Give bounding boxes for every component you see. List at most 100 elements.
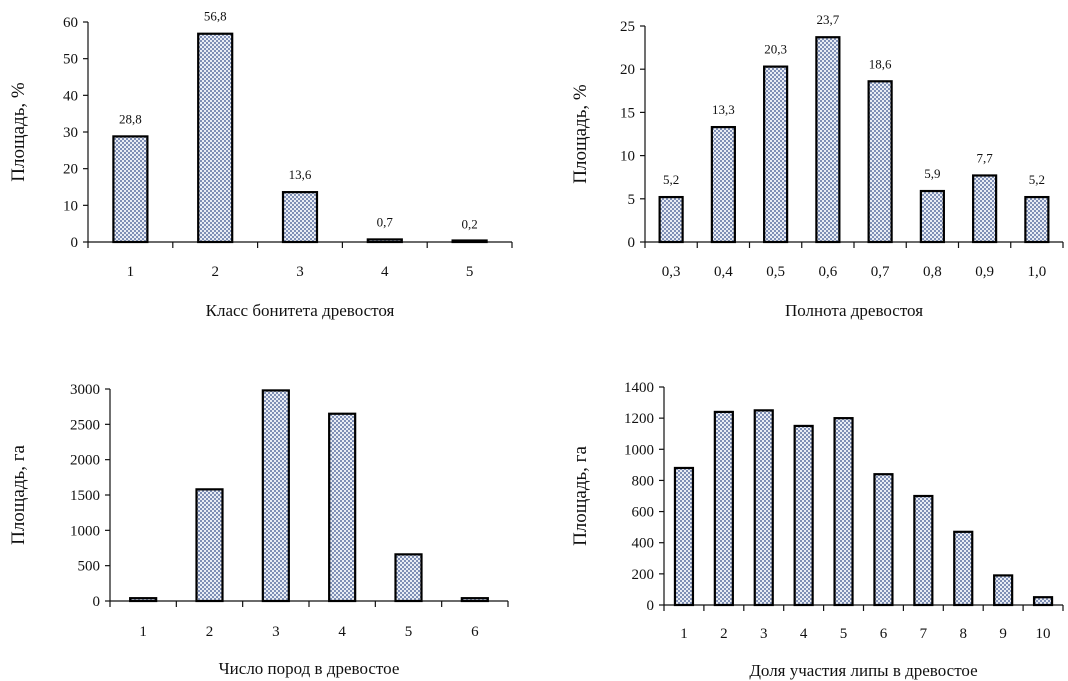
y-tick-label: 1000	[624, 442, 654, 458]
x-tick-label: 0,3	[662, 264, 681, 280]
bar	[460, 597, 489, 603]
chart-species-count: 0 500 1000 1500 2000 2500 3000 1 2 3 4 5 6 Число поро…	[8, 382, 509, 678]
x-tick-label: 0,9	[975, 264, 994, 280]
x-tick-label: 1	[680, 626, 688, 642]
x-axis-title: Число пород в древостое	[219, 659, 400, 678]
data-label: 0,2	[461, 216, 477, 231]
y-tick-label: 400	[632, 536, 655, 552]
y-tick-label: 25	[620, 19, 635, 35]
bar	[451, 239, 488, 244]
x-tick-label: 6	[880, 626, 888, 642]
y-tick-label: 200	[632, 567, 655, 583]
x-tick-label: 2	[206, 624, 214, 640]
x-tick-label: 2	[720, 626, 728, 642]
y-tick-label: 10	[620, 149, 635, 165]
y-tick-label: 10	[63, 198, 78, 214]
bar	[993, 574, 1014, 607]
y-tick-label: 0	[647, 598, 655, 614]
y-axis-title: Площадь, %	[570, 84, 591, 184]
x-tick-label: 10	[1036, 626, 1051, 642]
data-label: 13,3	[712, 102, 735, 117]
y-tick-label: 1000	[70, 523, 100, 539]
bar	[867, 80, 893, 244]
chart-site-class: 0 10 20 30 40 50 60 1 28,8 2 56,8 3 13,6 4 0,7 5 0,2 Клас…	[8, 9, 513, 320]
bar	[328, 412, 357, 603]
y-tick-label: 1500	[70, 488, 100, 504]
x-tick-label: 3	[296, 264, 304, 280]
y-axis-title: Площадь, га	[8, 445, 29, 545]
x-tick-label: 0,4	[714, 264, 733, 280]
x-tick-label: 5	[840, 626, 848, 642]
bar	[972, 174, 998, 244]
chart-linden-share: 0 200 400 600 800 1000 1200 1400 1 2 3 4 5 6 7 8 9 10 Доля…	[570, 380, 1064, 680]
data-label: 28,8	[119, 111, 142, 126]
bar	[919, 189, 945, 244]
x-tick-label: 2	[211, 264, 219, 280]
x-axis-title: Полнота древостоя	[785, 301, 923, 320]
y-tick-label: 50	[63, 52, 78, 68]
x-tick-label: 1	[127, 264, 135, 280]
x-tick-label: 4	[338, 624, 346, 640]
y-tick-label: 20	[63, 162, 78, 178]
y-tick-label: 60	[63, 15, 78, 31]
data-label: 18,6	[869, 56, 892, 71]
bar	[281, 191, 319, 244]
bar	[112, 135, 149, 244]
y-tick-label: 20	[620, 62, 635, 78]
data-label: 20,3	[764, 42, 787, 57]
bar	[1024, 195, 1050, 244]
y-tick-label: 0	[71, 235, 79, 251]
bar	[195, 488, 224, 603]
x-tick-label: 8	[960, 626, 968, 642]
x-tick-label: 9	[999, 626, 1007, 642]
y-tick-label: 3000	[70, 382, 100, 398]
y-tick-label: 15	[620, 105, 635, 121]
data-label: 5,9	[924, 166, 940, 181]
x-tick-label: 1,0	[1028, 264, 1047, 280]
y-tick-label: 2000	[70, 453, 100, 469]
bar	[763, 65, 789, 244]
x-tick-label: 5	[466, 264, 474, 280]
x-tick-label: 0,5	[766, 264, 785, 280]
bar	[394, 553, 423, 603]
bar	[953, 530, 974, 607]
x-tick-label: 5	[405, 624, 413, 640]
y-tick-label: 30	[63, 125, 78, 141]
y-tick-label: 0	[93, 594, 101, 610]
bar	[833, 417, 854, 607]
x-tick-label: 3	[272, 624, 280, 640]
bar	[913, 494, 934, 607]
x-tick-label: 3	[760, 626, 768, 642]
y-tick-label: 800	[632, 473, 655, 489]
bar	[129, 597, 158, 603]
data-label: 0,7	[377, 214, 394, 229]
y-tick-label: 1200	[624, 411, 654, 427]
y-tick-label: 600	[632, 505, 655, 521]
data-label: 23,7	[817, 12, 840, 27]
x-axis-title: Класс бонитета древостоя	[206, 301, 395, 320]
y-axis-title: Площадь, %	[8, 82, 29, 182]
data-label: 13,6	[289, 167, 312, 182]
x-axis-title: Доля участия липы в древостое	[749, 661, 977, 680]
bar	[710, 125, 736, 244]
x-tick-label: 6	[471, 624, 479, 640]
x-tick-label: 4	[381, 264, 389, 280]
data-label: 5,2	[663, 172, 679, 187]
bar	[658, 195, 684, 244]
x-tick-label: 4	[800, 626, 808, 642]
bar	[1032, 596, 1054, 607]
data-label: 5,2	[1029, 172, 1045, 187]
x-tick-label: 0,8	[923, 264, 942, 280]
bar	[366, 238, 403, 244]
data-label: 7,7	[977, 150, 994, 165]
bar	[873, 473, 894, 607]
y-tick-label: 500	[78, 559, 101, 575]
x-tick-label: 0,6	[819, 264, 838, 280]
y-tick-label: 0	[628, 235, 636, 251]
bar	[793, 424, 814, 607]
chart-stand-density: 0 5 10 15 20 25 0,3 5,2 0,4 13,3 0,5 20,3 0,6 23,7 0,7…	[570, 12, 1064, 320]
bar	[753, 409, 774, 607]
bar	[261, 389, 290, 603]
y-tick-label: 5	[628, 192, 636, 208]
